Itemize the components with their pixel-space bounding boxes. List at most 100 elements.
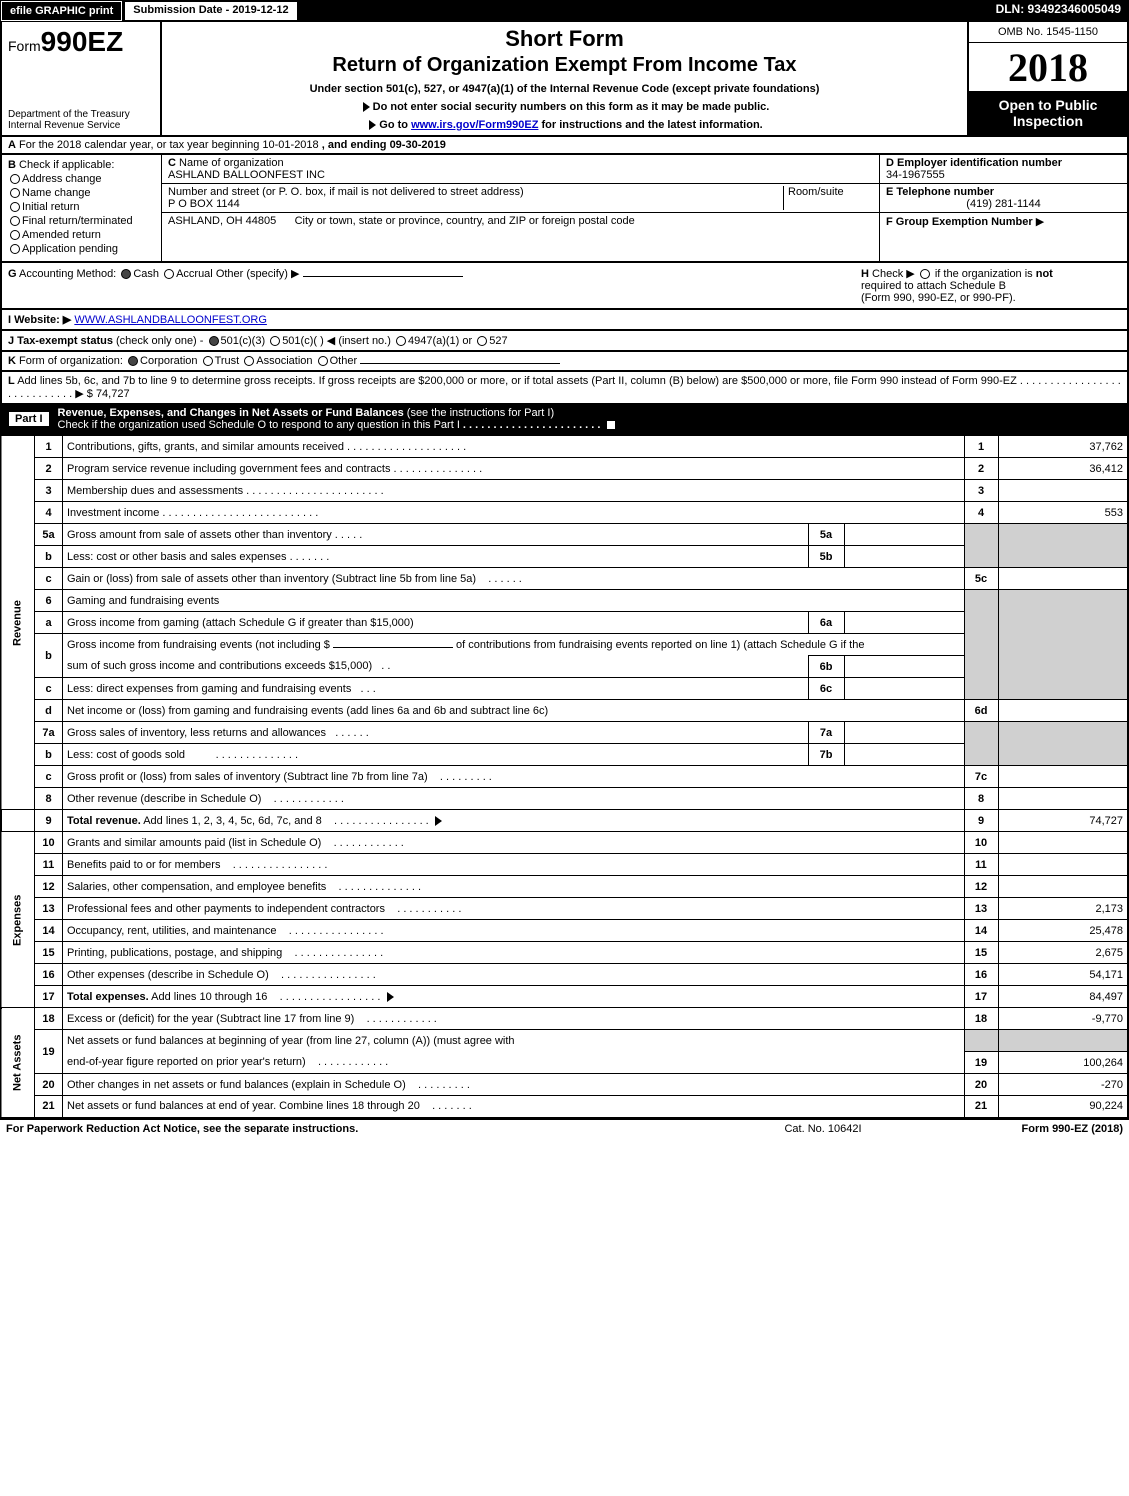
arrow1-text: Do not enter social security numbers on … [373,101,770,113]
k-o4: Other [330,355,358,367]
h-text3: (Form 990, 990-EZ, or 990-PF). [861,292,1016,304]
form-prefix: Form [8,38,41,54]
radio-trust-icon[interactable] [203,356,213,366]
table-row: sum of such gross income and contributio… [1,656,1128,678]
radio-icon [10,230,20,240]
street-block: Number and street (or P. O. box, if mail… [168,186,783,210]
table-row: 2 Program service revenue including gove… [1,458,1128,480]
k-other-input[interactable] [360,363,560,364]
row-a: A For the 2018 calendar year, or tax yea… [0,137,1129,155]
footer-left: For Paperwork Reduction Act Notice, see … [6,1123,723,1135]
schedule-o-checkbox-icon[interactable] [606,420,616,430]
check-if: Check if applicable: [19,159,114,171]
o1: 501(c)(3) [221,335,266,347]
row-l: L Add lines 5b, 6c, and 7b to line 9 to … [0,372,1129,405]
radio-assoc-icon[interactable] [244,356,254,366]
table-row: 15 Printing, publications, postage, and … [1,942,1128,964]
arrow2-post: for instructions and the latest informat… [538,119,762,131]
arrow2-pre: Go to [379,119,411,131]
row-k: K Form of organization: Corporation Trus… [0,352,1129,372]
check-initial-return[interactable]: Initial return [8,201,155,213]
table-row: 21 Net assets or fund balances at end of… [1,1096,1128,1118]
table-row: 20 Other changes in net assets or fund b… [1,1074,1128,1096]
open-to-public: Open to Public Inspection [969,91,1127,135]
radio-4947-icon[interactable] [396,336,406,346]
k-o1: Corporation [140,355,197,367]
table-row: b Less: cost of goods sold . . . . . . .… [1,744,1128,766]
table-row: d Net income or (loss) from gaming and f… [1,700,1128,722]
line-amt: 37,762 [998,436,1128,458]
l-amount: ▶ $ 74,727 [75,388,129,400]
table-row: 11 Benefits paid to or for members . . .… [1,854,1128,876]
table-row: Expenses 10 Grants and similar amounts p… [1,832,1128,854]
arrow-line-2: Go to www.irs.gov/Form990EZ for instruct… [170,119,959,131]
table-row: 9 Total revenue. Add lines 1, 2, 3, 4, 5… [1,810,1128,832]
short-form-title: Short Form [170,26,959,52]
lines-table: Revenue 1 Contributions, gifts, grants, … [0,435,1129,1119]
table-row: a Gross income from gaming (attach Sched… [1,612,1128,634]
k-o3: Association [256,355,312,367]
table-row: b Gross income from fundraising events (… [1,634,1128,656]
form-header: Form990EZ Department of the Treasury Int… [0,22,1129,137]
triangle-icon [369,120,376,130]
part1-label: Part I [8,411,50,427]
cash: Cash [133,268,159,280]
omb-number: OMB No. 1545-1150 [969,22,1127,43]
tax-year: 2018 [969,43,1127,91]
e-label: E Telephone number [886,186,994,198]
dln-label: DLN: 93492346005049 [988,0,1129,22]
website-link[interactable]: WWW.ASHLANDBALLOONFEST.ORG [74,314,267,326]
other-input[interactable] [303,276,463,277]
check-final-return[interactable]: Final return/terminated [8,215,155,227]
header-mid: Short Form Return of Organization Exempt… [162,22,967,135]
label-c: C [168,157,176,169]
h-text2: required to attach Schedule B [861,280,1006,292]
i-label: I Website: ▶ [8,314,71,326]
irs-link[interactable]: www.irs.gov/Form990EZ [411,119,538,131]
check-amended-return[interactable]: Amended return [8,229,155,241]
revenue-side-label: Revenue [1,436,35,810]
efile-print-button[interactable]: efile GRAPHIC print [1,1,122,21]
f-arrow: ▶ [1036,216,1044,228]
shade-cell [998,590,1128,700]
f-block: F Group Exemption Number ▶ [880,213,1127,230]
topbar-spacer [299,0,988,22]
d-block: D Employer identification number 34-1967… [880,155,1127,184]
under-section: Under section 501(c), 527, or 4947(a)(1)… [170,83,959,95]
line-ref: 1 [964,436,998,458]
city-label: City or town, state or province, country… [295,215,635,227]
f-label: F Group Exemption Number [886,216,1033,228]
6b-input[interactable] [333,647,453,648]
form-no: 990EZ [41,26,124,57]
radio-icon [10,244,20,254]
check-application-pending[interactable]: Application pending [8,243,155,255]
table-row: 13 Professional fees and other payments … [1,898,1128,920]
e-value: (419) 281-1144 [886,198,1121,210]
row-j: J Tax-exempt status (check only one) - 5… [0,331,1129,352]
table-row: b Less: cost or other basis and sales ex… [1,546,1128,568]
department: Department of the Treasury [8,109,154,120]
expenses-side-label: Expenses [1,832,35,1008]
radio-other-icon[interactable] [318,356,328,366]
table-row: 16 Other expenses (describe in Schedule … [1,964,1128,986]
form-number: Form990EZ [8,26,154,58]
check-address-change[interactable]: Address change [8,173,155,185]
street-label: Number and street (or P. O. box, if mail… [168,186,524,198]
radio-accrual-icon[interactable] [164,269,174,279]
l-label: L [8,375,15,387]
label-b: B [8,159,16,171]
room-suite: Room/suite [783,186,873,210]
topbar: efile GRAPHIC print Submission Date - 20… [0,0,1129,22]
radio-501c3-icon[interactable] [209,336,219,346]
radio-cash-icon[interactable] [121,269,131,279]
h-checkbox-icon[interactable] [920,269,930,279]
radio-527-icon[interactable] [477,336,487,346]
radio-501c-icon[interactable] [270,336,280,346]
c-street: Number and street (or P. O. box, if mail… [162,184,879,213]
radio-corp-icon[interactable] [128,356,138,366]
check-name-change[interactable]: Name change [8,187,155,199]
triangle-icon [363,102,370,112]
table-row: c Gross profit or (loss) from sales of i… [1,766,1128,788]
org-name: ASHLAND BALLOONFEST INC [168,169,325,181]
h-text1: if the organization is [935,268,1036,280]
